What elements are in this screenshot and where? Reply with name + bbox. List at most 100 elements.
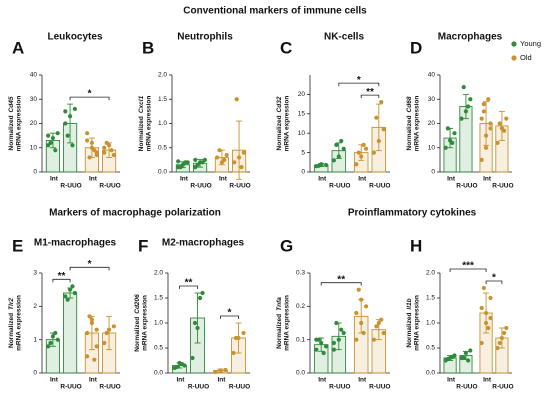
data-point	[481, 285, 486, 291]
data-point	[85, 330, 90, 336]
data-point	[445, 356, 450, 362]
data-point	[85, 138, 90, 143]
data-point	[102, 340, 107, 346]
data-point	[232, 160, 237, 165]
data-point	[67, 114, 73, 119]
y-axis-label: Normalized Cd68	[406, 96, 413, 150]
data-point	[241, 150, 246, 155]
legend-marker	[511, 55, 517, 61]
data-point	[323, 344, 329, 349]
data-point	[213, 369, 218, 375]
data-point	[341, 330, 346, 336]
y-tick-label: 40	[30, 72, 38, 79]
data-point	[497, 121, 502, 126]
data-point	[192, 320, 198, 326]
data-point	[356, 287, 361, 292]
significance-label: **	[58, 271, 66, 282]
significance-bracket	[360, 94, 380, 99]
data-point	[361, 330, 366, 336]
legend-label: Old	[520, 53, 532, 62]
x-tick-label: Int	[89, 377, 98, 384]
data-point	[218, 368, 223, 373]
significance-label: *	[228, 308, 232, 319]
data-point	[502, 128, 507, 133]
data-point	[363, 304, 369, 309]
data-point	[354, 310, 359, 316]
data-point	[361, 142, 366, 147]
data-point	[111, 324, 116, 329]
data-point	[463, 350, 469, 356]
data-point	[239, 165, 244, 170]
y-tick-label: 5	[301, 149, 305, 156]
y-axis-label: mRNA expression	[142, 295, 149, 351]
data-point	[488, 121, 493, 126]
bar	[63, 292, 78, 374]
y-tick-label: 2.0	[426, 270, 435, 277]
y-tick-label: 3	[33, 270, 37, 277]
data-point	[200, 290, 205, 296]
data-point	[483, 320, 489, 326]
data-point	[461, 85, 466, 90]
panel-title: Macrophages	[438, 32, 503, 43]
x-tick-label: R-UUO	[492, 384, 513, 391]
error-bar	[67, 103, 74, 144]
panel-letter: A	[12, 38, 24, 57]
data-point	[336, 337, 341, 342]
y-tick-label: 0.1	[296, 336, 305, 343]
x-tick-label: R-UUO	[188, 384, 209, 391]
legend-marker	[511, 41, 517, 47]
data-point	[374, 324, 379, 329]
y-axis-label-part: Normalized	[138, 116, 145, 151]
data-point	[497, 340, 502, 346]
data-point	[371, 150, 377, 155]
significance-bracket	[52, 278, 71, 283]
data-point	[67, 287, 73, 292]
y-tick-label: 1.5	[154, 295, 163, 302]
y-axis-label: Normalized Cxcl1	[138, 95, 145, 151]
y-tick-label: 30	[428, 96, 436, 103]
panel-letter: D	[410, 38, 422, 57]
x-tick-label: Int	[483, 377, 492, 384]
section-heading: Conventional markers of immune cells	[183, 6, 367, 17]
x-tick-label: R-UUO	[369, 384, 390, 391]
y-tick-label: 0	[33, 370, 37, 377]
data-point	[55, 131, 60, 136]
x-tick-label: Int	[177, 377, 186, 384]
data-point	[70, 284, 75, 289]
significance-label: *	[88, 89, 92, 100]
data-point	[341, 146, 346, 151]
y-axis-label: Normalized Tlr2	[8, 298, 15, 348]
data-point	[104, 140, 109, 145]
data-point	[488, 295, 493, 301]
y-axis-label-part: Normalized	[8, 313, 15, 348]
data-point	[468, 97, 473, 102]
data-point	[102, 145, 107, 150]
y-axis-label-part: Normalized	[406, 313, 413, 348]
data-point	[94, 327, 99, 332]
y-axis-label: Normalized Il1b	[406, 298, 413, 347]
x-tick-label: Int	[50, 176, 59, 183]
data-point	[106, 327, 112, 332]
x-tick-label: Int	[447, 176, 456, 183]
data-point	[65, 297, 70, 302]
data-point	[381, 330, 386, 336]
data-point	[53, 330, 58, 336]
x-tick-label: Int	[358, 377, 367, 384]
x-tick-label: Int	[318, 377, 327, 384]
data-point	[72, 290, 77, 296]
y-tick-label: 2.0	[154, 270, 163, 277]
x-tick-label: R-UUO	[492, 183, 513, 190]
data-point	[479, 340, 484, 346]
y-axis-label-gene: Cd32	[276, 96, 283, 112]
y-tick-label: 0	[431, 169, 435, 176]
data-point	[359, 297, 364, 302]
y-tick-label: 0.0	[296, 370, 305, 377]
data-point	[179, 361, 185, 367]
panel-title: Neutrophils	[177, 32, 233, 43]
y-axis-label: Normalized Tnfa	[276, 297, 283, 349]
data-point	[450, 354, 455, 360]
y-tick-label: 0	[33, 169, 37, 176]
data-point	[336, 154, 341, 159]
y-axis-label-part: Normalized	[8, 115, 15, 150]
data-point	[466, 358, 471, 363]
